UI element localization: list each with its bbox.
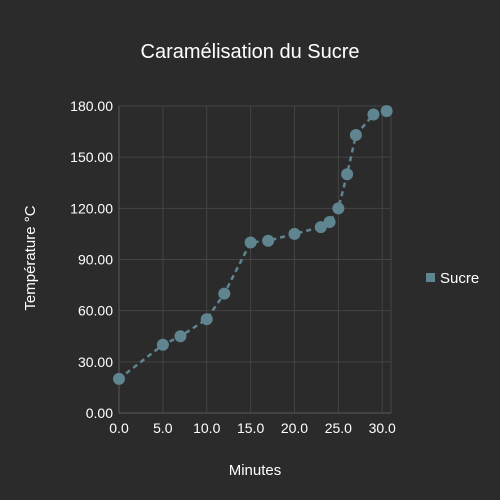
grid <box>118 105 392 414</box>
axes <box>118 106 391 414</box>
data-point <box>262 234 275 247</box>
y-tick-label: 150.00 <box>70 149 113 165</box>
data-point <box>323 215 336 228</box>
data-point <box>349 128 362 141</box>
data-point <box>244 236 257 249</box>
data-point <box>218 287 231 300</box>
data-point <box>341 168 354 181</box>
tick-labels: 0.00 30.00 60.00 90.00 120.00 150.00 180.00 0.0… <box>70 98 396 436</box>
x-tick-label: 10.0 <box>193 420 220 436</box>
y-tick-label: 180.00 <box>70 98 113 114</box>
x-tick-label: 30.0 <box>369 420 396 436</box>
data-point <box>332 202 345 215</box>
data-point <box>314 221 327 234</box>
x-tick-label: 20.0 <box>281 420 308 436</box>
data-point <box>367 108 380 121</box>
chart-title: Caramélisation du Sucre <box>141 41 360 63</box>
series-line <box>118 109 387 380</box>
y-tick-label: 60.00 <box>78 303 113 319</box>
legend-label: Sucre <box>440 270 479 287</box>
series-group <box>113 105 393 385</box>
data-point <box>200 313 213 326</box>
data-point <box>380 105 393 118</box>
y-tick-label: 0.00 <box>86 405 113 421</box>
x-tick-label: 25.0 <box>325 420 352 436</box>
x-tick-label: 5.0 <box>153 420 173 436</box>
data-point <box>156 338 169 351</box>
x-tick-label: 0.0 <box>109 420 129 436</box>
legend: Sucre <box>426 270 479 287</box>
data-point <box>174 330 187 343</box>
y-axis-title: Température °C <box>22 205 39 310</box>
x-tick-label: 15.0 <box>237 420 264 436</box>
legend-swatch <box>426 273 435 282</box>
data-point <box>288 227 301 240</box>
y-tick-label: 90.00 <box>78 252 113 268</box>
x-axis-title: Minutes <box>229 462 282 479</box>
data-point <box>113 372 125 385</box>
y-tick-label: 30.00 <box>78 354 113 370</box>
y-tick-label: 120.00 <box>70 200 113 216</box>
